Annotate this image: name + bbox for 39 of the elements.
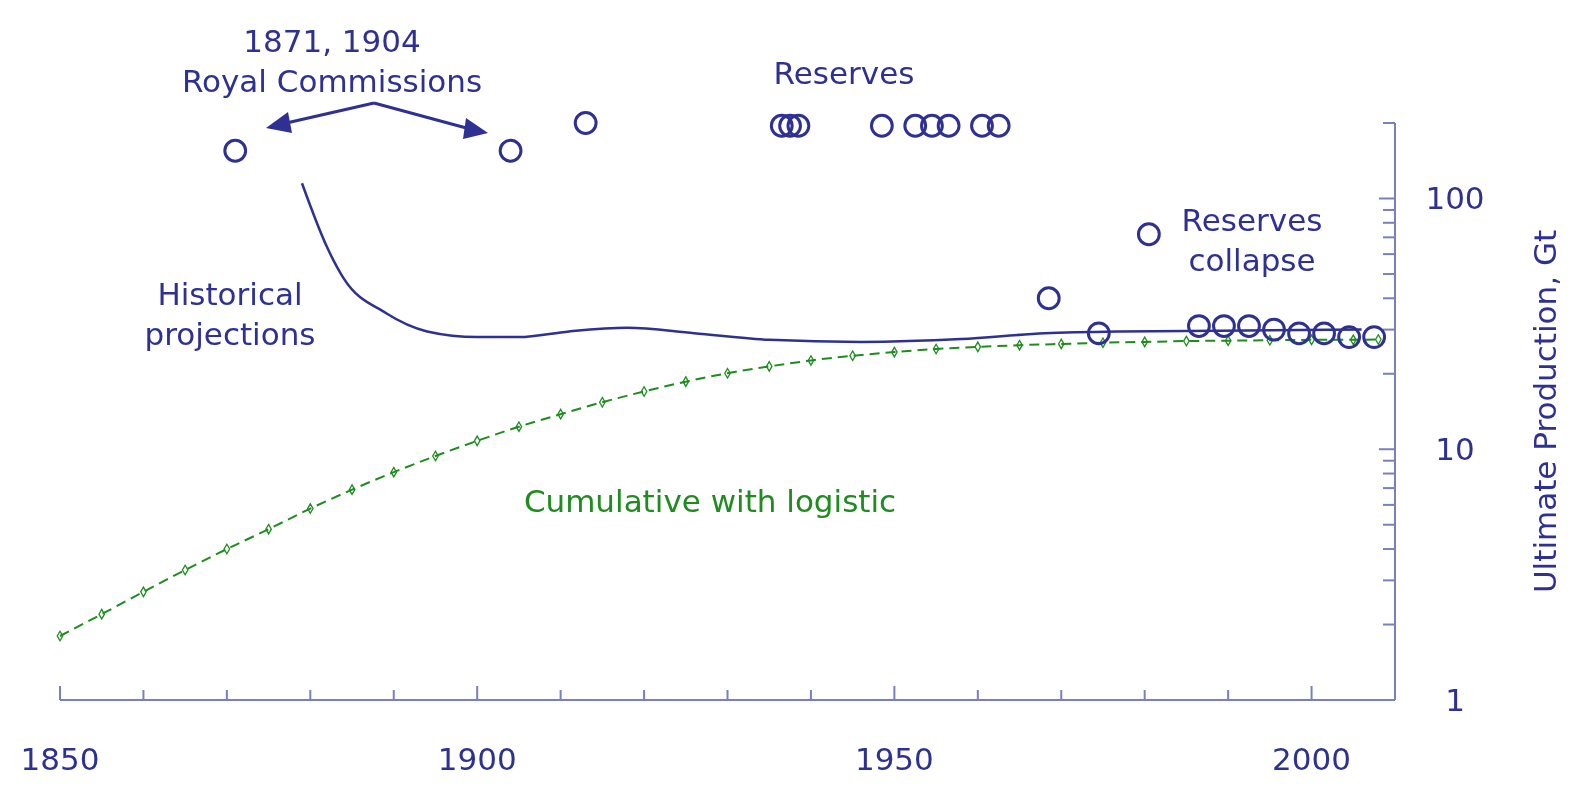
point	[786, 113, 811, 138]
point	[1086, 321, 1111, 346]
point	[869, 113, 894, 138]
y-axis-title: Ultimate Production, Gt	[1526, 229, 1563, 594]
point	[769, 113, 794, 138]
point	[778, 113, 802, 138]
point	[498, 138, 523, 163]
point	[970, 113, 994, 138]
y-tick-label: 10	[1435, 431, 1475, 468]
x-tick-label: 1850	[20, 741, 100, 777]
point	[1136, 222, 1161, 247]
point	[1212, 314, 1236, 338]
x-tick-label: 1950	[854, 741, 934, 777]
point	[1187, 314, 1211, 338]
point	[640, 386, 648, 397]
y-tick-label: 100	[1425, 180, 1485, 217]
point	[1237, 314, 1261, 338]
point	[1036, 286, 1061, 311]
point	[986, 113, 1011, 138]
point	[936, 113, 961, 138]
point	[1337, 325, 1362, 349]
annotation: Historical projections	[144, 276, 316, 353]
x-tick-label: 2000	[1272, 741, 1352, 777]
text: Reserves	[773, 55, 915, 91]
point	[1362, 325, 1387, 349]
point	[903, 113, 928, 138]
annotation: Reserves collapse	[1181, 202, 1323, 279]
point	[306, 503, 314, 514]
y-tick-label: 1	[1445, 681, 1465, 718]
text: 1871, 1904 Royal Commissions	[181, 23, 483, 100]
point	[1287, 321, 1311, 346]
point	[920, 113, 944, 138]
point	[1262, 317, 1286, 342]
point	[223, 138, 248, 163]
point	[573, 111, 598, 135]
x-tick-label: 1900	[437, 741, 517, 777]
point	[807, 355, 815, 366]
annotation: Cumulative with logistic	[523, 483, 897, 519]
point	[1312, 321, 1336, 346]
